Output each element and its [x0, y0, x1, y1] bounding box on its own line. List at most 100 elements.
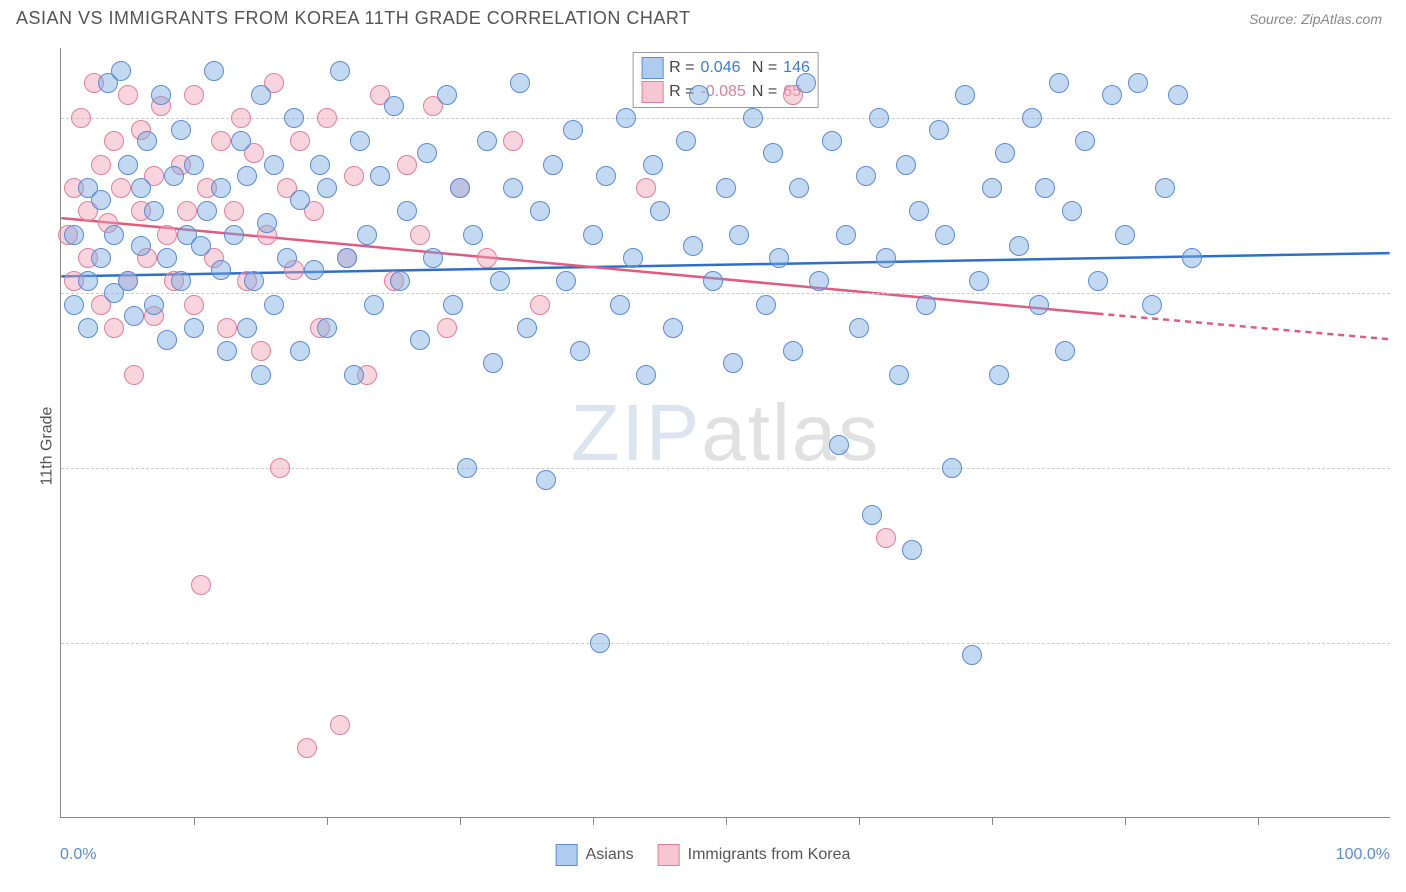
data-point — [995, 143, 1015, 163]
data-point — [756, 295, 776, 315]
x-tick — [460, 817, 461, 825]
data-point — [836, 225, 856, 245]
data-point — [463, 225, 483, 245]
data-point — [490, 271, 510, 291]
data-point — [437, 318, 457, 338]
data-point — [676, 131, 696, 151]
data-point — [231, 108, 251, 128]
data-point — [290, 131, 310, 151]
chart-title: ASIAN VS IMMIGRANTS FROM KOREA 11TH GRAD… — [16, 8, 691, 29]
data-point — [350, 131, 370, 151]
data-point — [1049, 73, 1069, 93]
data-point — [164, 166, 184, 186]
legend-swatch — [658, 844, 680, 866]
data-point — [1128, 73, 1148, 93]
y-tick-label: 92.5% — [1400, 284, 1406, 302]
data-point — [284, 108, 304, 128]
data-point — [357, 225, 377, 245]
data-point — [829, 435, 849, 455]
data-point — [1088, 271, 1108, 291]
data-point — [769, 248, 789, 268]
legend-swatch — [556, 844, 578, 866]
legend-item: Asians — [556, 844, 634, 866]
data-point — [211, 178, 231, 198]
data-point — [616, 108, 636, 128]
data-point — [483, 353, 503, 373]
data-point — [1102, 85, 1122, 105]
data-point — [118, 85, 138, 105]
data-point — [104, 131, 124, 151]
data-point — [942, 458, 962, 478]
data-point — [650, 201, 670, 221]
data-point — [237, 318, 257, 338]
y-tick-label: 77.5% — [1400, 634, 1406, 652]
data-point — [849, 318, 869, 338]
x-tick — [992, 817, 993, 825]
x-tick — [726, 817, 727, 825]
data-point — [157, 225, 177, 245]
legend-label: Immigrants from Korea — [688, 846, 851, 864]
data-point — [297, 738, 317, 758]
data-point — [955, 85, 975, 105]
data-point — [590, 633, 610, 653]
data-point — [124, 365, 144, 385]
data-point — [477, 131, 497, 151]
data-point — [304, 260, 324, 280]
data-point — [64, 295, 84, 315]
legend-item: Immigrants from Korea — [658, 844, 851, 866]
data-point — [510, 73, 530, 93]
data-point — [78, 318, 98, 338]
legend-swatch — [641, 81, 663, 103]
gridline — [61, 118, 1390, 119]
data-point — [1022, 108, 1042, 128]
data-point — [763, 143, 783, 163]
data-point — [118, 271, 138, 291]
data-point — [184, 295, 204, 315]
y-tick-label: 85.0% — [1400, 459, 1406, 477]
data-point — [144, 201, 164, 221]
data-point — [171, 271, 191, 291]
data-point — [124, 306, 144, 326]
data-point — [1055, 341, 1075, 361]
data-point — [251, 365, 271, 385]
x-tick — [194, 817, 195, 825]
data-point — [902, 540, 922, 560]
data-point — [636, 365, 656, 385]
data-point — [530, 295, 550, 315]
data-point — [916, 295, 936, 315]
data-point — [290, 190, 310, 210]
data-point — [224, 225, 244, 245]
data-point — [437, 85, 457, 105]
header: ASIAN VS IMMIGRANTS FROM KOREA 11TH GRAD… — [0, 0, 1406, 41]
data-point — [643, 155, 663, 175]
data-point — [144, 295, 164, 315]
stat-label: N = — [752, 59, 777, 77]
data-point — [184, 318, 204, 338]
y-axis-label: 11th Grade — [38, 407, 56, 486]
data-point — [1035, 178, 1055, 198]
data-point — [370, 166, 390, 186]
gridline — [61, 643, 1390, 644]
data-point — [330, 61, 350, 81]
data-point — [909, 201, 929, 221]
x-axis-max-label: 100.0% — [1336, 846, 1390, 864]
data-point — [131, 236, 151, 256]
series-legend: Asians Immigrants from Korea — [556, 844, 851, 866]
source-label: Source: ZipAtlas.com — [1249, 11, 1382, 27]
data-point — [889, 365, 909, 385]
chart-plot-area: ZIPatlas R =0.046N =146R =-0.085N =65 10… — [60, 48, 1390, 818]
data-point — [344, 365, 364, 385]
data-point — [563, 120, 583, 140]
data-point — [71, 108, 91, 128]
data-point — [224, 201, 244, 221]
data-point — [723, 353, 743, 373]
legend-label: Asians — [586, 846, 634, 864]
data-point — [423, 248, 443, 268]
data-point — [384, 96, 404, 116]
data-point — [410, 225, 430, 245]
data-point — [856, 166, 876, 186]
data-point — [317, 108, 337, 128]
data-point — [270, 458, 290, 478]
data-point — [743, 108, 763, 128]
data-point — [290, 341, 310, 361]
